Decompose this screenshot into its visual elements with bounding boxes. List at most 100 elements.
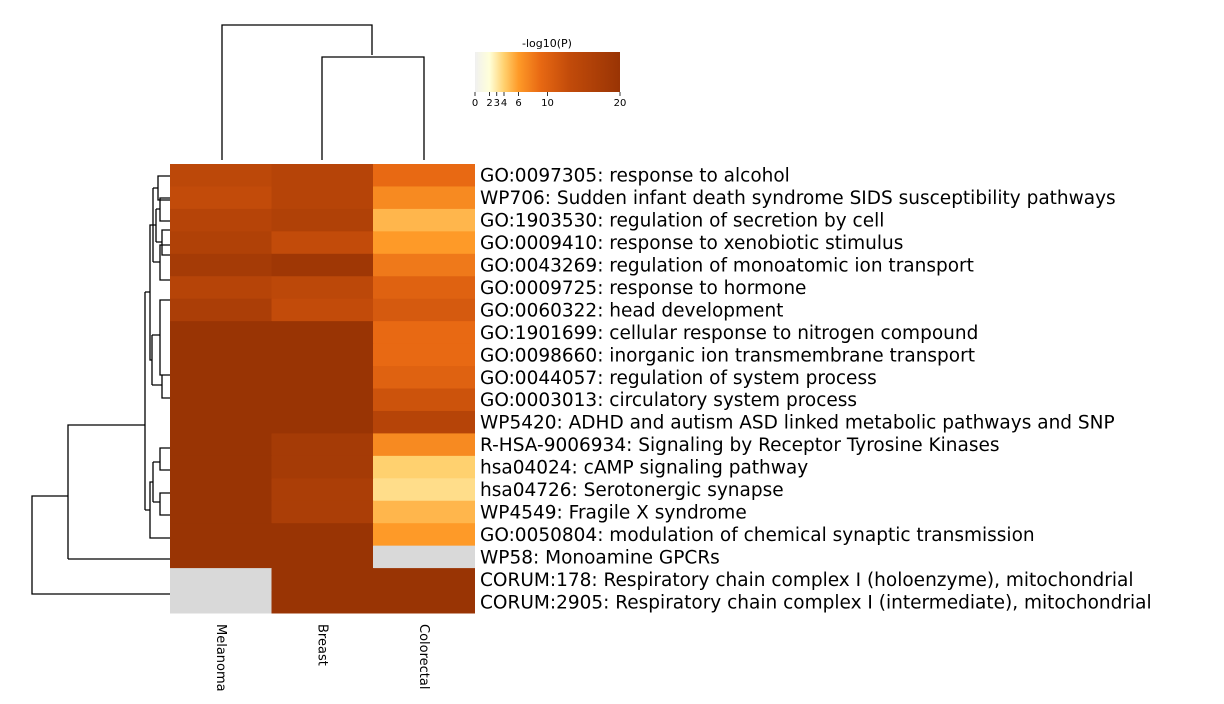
- heatmap-cell: [170, 590, 272, 614]
- heatmap-cell: [271, 231, 374, 255]
- heatmap-cell: [373, 410, 475, 434]
- column-label: Melanoma: [213, 624, 228, 692]
- heatmap-cell: [170, 500, 272, 524]
- heatmap-cell: [271, 164, 374, 187]
- heatmap-cell: [373, 164, 475, 187]
- heatmap-cell: [271, 500, 374, 524]
- heatmap-cell: [271, 276, 374, 300]
- heatmap-cell: [170, 253, 272, 277]
- heatmap-cell: [170, 343, 272, 367]
- heatmap-cell: [373, 298, 475, 322]
- heatmap-cell: [170, 298, 272, 322]
- row-dendrogram: [31, 175, 170, 595]
- colorbar-tick-label: 3: [494, 98, 500, 109]
- heatmap-cell: [373, 500, 475, 524]
- column-label: Breast: [314, 624, 329, 666]
- heatmap-cell: [373, 568, 475, 592]
- row-label: WP4549: Fragile X syndrome: [480, 502, 747, 523]
- heatmap-cell: [271, 455, 374, 479]
- heatmap-cell: [373, 433, 475, 457]
- column-dendrogram-branch-outer: [221, 24, 373, 160]
- row-label: GO:1901699: cellular response to nitroge…: [480, 323, 978, 344]
- heatmap-cell: [373, 186, 475, 210]
- heatmap-cell: [170, 410, 272, 434]
- heatmap-cell: [170, 208, 272, 232]
- row-label: GO:0009725: response to hormone: [480, 278, 806, 299]
- colorbar-gradient: [475, 52, 620, 92]
- colorbar-tick-label: 6: [515, 98, 521, 109]
- heatmap-cell: [271, 321, 374, 345]
- heatmap-cell: [170, 186, 272, 210]
- heatmap-cell: [271, 545, 374, 569]
- heatmap-cell: [170, 455, 272, 479]
- row-label: GO:0044057: regulation of system process: [480, 368, 877, 389]
- heatmap-cell: [373, 366, 475, 389]
- heatmap-cell: [373, 523, 475, 547]
- heatmap-cell: [373, 545, 475, 569]
- heatmap-cell: [373, 253, 475, 277]
- heatmap-cell: [271, 343, 374, 367]
- heatmap-cell: [271, 366, 374, 389]
- column-dendrogram-branch-inner: [321, 56, 425, 160]
- heatmap-cell: [373, 231, 475, 255]
- heatmap-cells: [170, 164, 475, 614]
- heatmap-cell: [271, 253, 374, 277]
- heatmap-cell: [271, 568, 374, 592]
- row-dendrogram-root: [31, 495, 170, 595]
- row-label: GO:0098660: inorganic ion transmembrane …: [480, 345, 975, 366]
- row-label: GO:0050804: modulation of chemical synap…: [480, 525, 1035, 546]
- colorbar-tick-label: 0: [472, 98, 478, 109]
- row-label: CORUM:178: Respiratory chain complex I (…: [480, 570, 1133, 591]
- heatmap-cell: [373, 343, 475, 367]
- heatmap-cell: [170, 366, 272, 389]
- row-label: WP5420: ADHD and autism ASD linked metab…: [480, 413, 1115, 434]
- row-label: WP58: Monoamine GPCRs: [480, 547, 720, 568]
- colorbar-title: -log10(P): [522, 37, 572, 50]
- heatmap-cell: [170, 164, 272, 187]
- heatmap-cell: [373, 208, 475, 232]
- column-labels: Melanoma Breast Colorectal: [213, 624, 431, 692]
- heatmap-cell: [170, 276, 272, 300]
- colorbar-tick-label: 10: [541, 98, 554, 109]
- heatmap-cell: [271, 478, 374, 502]
- heatmap-cell: [170, 433, 272, 457]
- row-label: GO:0060322: head development: [480, 300, 783, 321]
- heatmap-cell: [373, 276, 475, 300]
- heatmap-cell: [271, 410, 374, 434]
- row-label: R-HSA-9006934: Signaling by Receptor Tyr…: [480, 435, 1000, 456]
- heatmap-cell: [373, 321, 475, 345]
- heatmap-cell: [170, 568, 272, 592]
- row-label: GO:0003013: circulatory system process: [480, 390, 857, 411]
- heatmap-cell: [373, 388, 475, 412]
- heatmap-cell: [373, 590, 475, 614]
- colorbar-tick-label: 2: [486, 98, 492, 109]
- row-label: GO:1903530: regulation of secretion by c…: [480, 211, 884, 232]
- row-label: GO:0097305: response to alcohol: [480, 166, 790, 187]
- heatmap-cell: [170, 478, 272, 502]
- column-label: Colorectal: [416, 624, 431, 689]
- heatmap-cell: [170, 545, 272, 569]
- row-label: WP706: Sudden infant death syndrome SIDS…: [480, 188, 1116, 209]
- colorbar-tick-label: 4: [501, 98, 507, 109]
- heatmap-cell: [271, 433, 374, 457]
- heatmap-cell: [271, 523, 374, 547]
- colorbar-tick-label: 20: [614, 98, 627, 109]
- heatmap-cell: [271, 298, 374, 322]
- row-dendrogram-bottom-cluster: [145, 447, 170, 539]
- column-dendrogram: [221, 24, 425, 160]
- heatmap-cell: [170, 321, 272, 345]
- row-label: GO:0043269: regulation of monoatomic ion…: [480, 256, 974, 277]
- row-label: GO:0009410: response to xenobiotic stimu…: [480, 233, 903, 254]
- heatmap-cell: [170, 523, 272, 547]
- row-dendrogram-top-cluster: [145, 175, 170, 399]
- heatmap-cell: [373, 455, 475, 479]
- heatmap-cell: [271, 388, 374, 412]
- colorbar: -log10(P) 0 2 3 4 6 10 20: [472, 37, 627, 109]
- heatmap-cell: [271, 208, 374, 232]
- heatmap-cell: [170, 388, 272, 412]
- row-label: hsa04726: Serotonergic synapse: [480, 480, 784, 501]
- heatmap-cell: [373, 478, 475, 502]
- heatmap-cell: [170, 231, 272, 255]
